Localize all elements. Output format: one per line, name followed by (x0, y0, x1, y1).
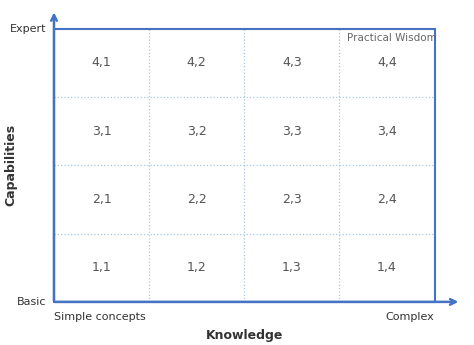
Text: Complex: Complex (386, 312, 435, 322)
Text: Expert: Expert (10, 24, 46, 34)
Text: 2,4: 2,4 (377, 193, 397, 206)
Text: 2,1: 2,1 (91, 193, 111, 206)
Text: Practical Wisdom: Practical Wisdom (347, 33, 437, 43)
Text: 1,1: 1,1 (91, 261, 111, 274)
Text: 4,3: 4,3 (282, 56, 302, 69)
Text: 1,3: 1,3 (282, 261, 302, 274)
Text: 3,4: 3,4 (377, 125, 397, 138)
Text: 4,1: 4,1 (91, 56, 111, 69)
Text: 2,3: 2,3 (282, 193, 302, 206)
Text: 3,3: 3,3 (282, 125, 302, 138)
Text: Knowledge: Knowledge (206, 329, 283, 342)
Text: Simple concepts: Simple concepts (54, 312, 146, 322)
Text: Capabilities: Capabilities (5, 124, 18, 206)
Text: 1,2: 1,2 (187, 261, 207, 274)
Text: 2,2: 2,2 (187, 193, 207, 206)
Text: 4,4: 4,4 (377, 56, 397, 69)
Text: 1,4: 1,4 (377, 261, 397, 274)
Text: 3,2: 3,2 (187, 125, 207, 138)
Text: 4,2: 4,2 (187, 56, 207, 69)
Bar (54, 29, 435, 302)
Text: 3,1: 3,1 (91, 125, 111, 138)
Text: Basic: Basic (17, 297, 46, 307)
